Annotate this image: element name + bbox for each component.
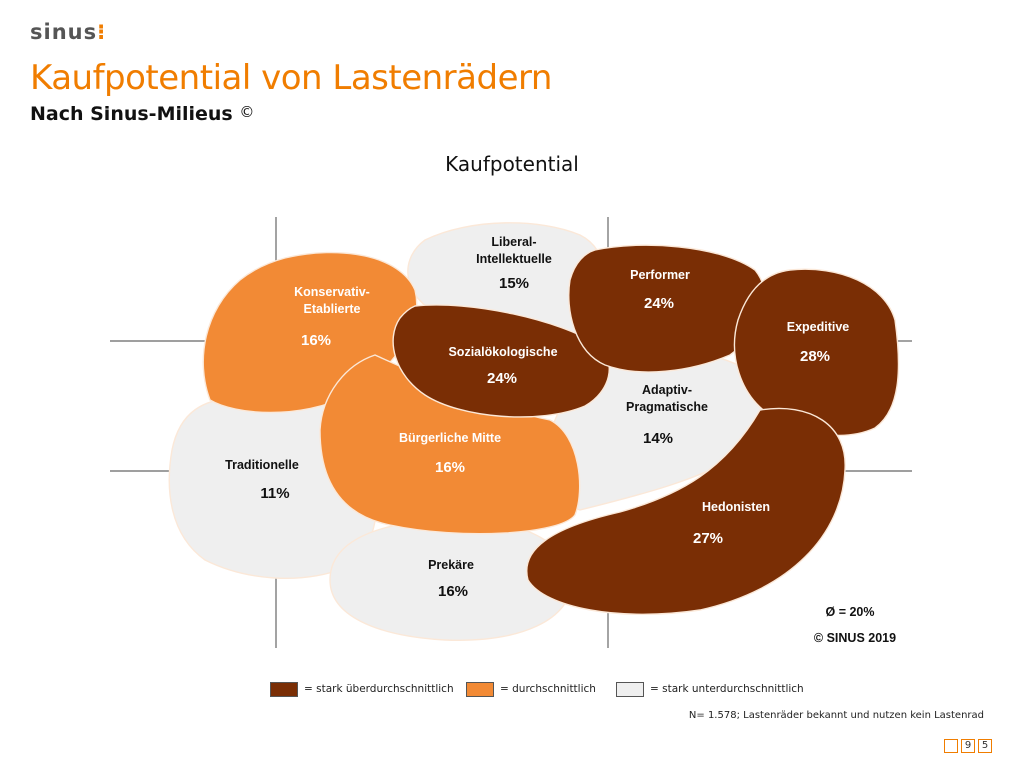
legend-swatch-light — [616, 682, 644, 697]
footnote: N= 1.578; Lastenräder bekannt und nutzen… — [688, 710, 984, 721]
label-buergerliche-mitte: Bürgerliche Mitte — [399, 431, 501, 445]
value-prekaere: 16% — [438, 583, 468, 600]
value-konservativ-etablierte: 16% — [301, 332, 331, 349]
sinus-logo: sinus⁝ — [30, 20, 106, 44]
legend-label-light: = stark unterdurchschnittlich — [650, 683, 804, 695]
label-liberal-intellektuelle: Liberal-Intellektuelle — [476, 235, 552, 266]
brand-name: sinus — [30, 20, 98, 44]
page-digit-box: 5 — [978, 739, 992, 753]
value-traditionelle: 11% — [260, 485, 289, 502]
milieu-labels: Konservativ-Etablierte 16% Liberal-Intel… — [225, 235, 849, 600]
page-subtitle: Nach Sinus-Milieus © — [30, 103, 254, 125]
label-konservativ-etablierte: Konservativ-Etablierte — [294, 285, 370, 316]
label-expeditive: Expeditive — [787, 320, 850, 334]
label-sozialoekologische: Sozialökologische — [448, 345, 557, 359]
value-hedonisten: 27% — [693, 530, 723, 547]
copyright-note: © SINUS 2019 — [814, 631, 896, 645]
blob-outlines — [168, 222, 900, 641]
label-traditionelle: Traditionelle — [225, 458, 299, 472]
page-title: Kaufpotential von Lastenrädern — [30, 58, 552, 98]
page-digit-box: 9 — [961, 739, 975, 753]
value-adaptiv-pragmatische: 14% — [643, 430, 673, 447]
value-buergerliche-mitte: 16% — [435, 459, 465, 476]
legend-label-dark: = stark überdurchschnittlich — [304, 683, 454, 695]
brand-mark: ⁝ — [97, 20, 107, 44]
legend-swatch-dark — [270, 682, 298, 697]
value-expeditive: 28% — [800, 348, 830, 365]
label-hedonisten: Hedonisten — [702, 500, 770, 514]
value-liberal-intellektuelle: 15% — [499, 275, 529, 292]
average-value: Ø = 20% — [826, 605, 875, 619]
value-performer: 24% — [644, 295, 674, 312]
page-box-empty — [944, 739, 958, 753]
legend-swatch-medium — [466, 682, 494, 697]
legend-label-medium: = durchschnittlich — [500, 683, 596, 695]
subtitle-copyright-mark: © — [239, 103, 255, 121]
chart-heading: Kaufpotential — [445, 152, 579, 176]
label-prekaere: Prekäre — [428, 558, 474, 572]
label-performer: Performer — [630, 268, 690, 282]
label-adaptiv-pragmatische: Adaptiv-Pragmatische — [626, 383, 708, 414]
value-sozialoekologische: 24% — [487, 370, 517, 387]
subtitle-text: Nach Sinus-Milieus — [30, 103, 233, 125]
map-axes — [110, 217, 912, 648]
